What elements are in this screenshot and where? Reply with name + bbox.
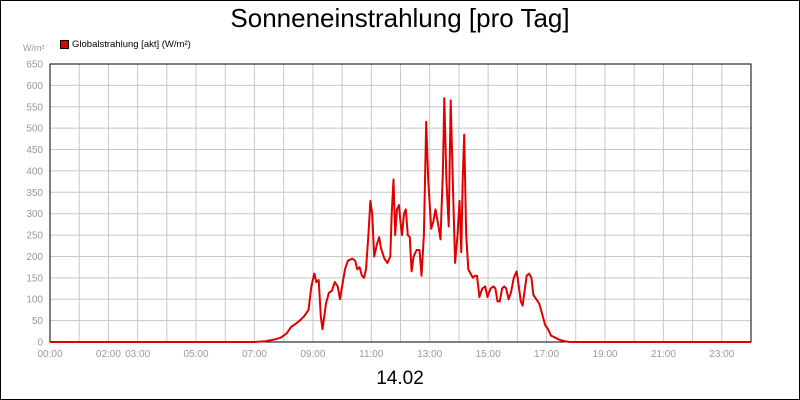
x-axis-date-label: 14.02 xyxy=(376,368,424,389)
x-tick-label: 07:00 xyxy=(242,349,267,360)
y-axis-unit-label: W/m² xyxy=(23,43,45,53)
x-tick-label: 19:00 xyxy=(592,349,617,360)
y-tick-label: 200 xyxy=(26,252,43,263)
y-tick-label: 0 xyxy=(37,338,43,349)
y-tick-label: 500 xyxy=(26,124,43,135)
y-tick-label: 300 xyxy=(26,209,43,220)
x-tick-label: 00:00 xyxy=(37,349,62,360)
x-tick-label: 05:00 xyxy=(184,349,209,360)
y-tick-label: 150 xyxy=(26,273,43,284)
y-tick-label: 50 xyxy=(32,316,44,327)
y-tick-label: 600 xyxy=(26,81,43,92)
x-tick-label: 23:00 xyxy=(709,349,734,360)
y-tick-label: 450 xyxy=(26,145,43,156)
x-tick-label: 11:00 xyxy=(359,349,384,360)
y-tick-label: 350 xyxy=(26,188,43,199)
y-tick-label: 100 xyxy=(26,295,43,306)
plot-border xyxy=(49,63,752,343)
chart-title: Sonneneinstrahlung [pro Tag] xyxy=(230,3,570,33)
x-tick-label: 09:00 xyxy=(300,349,325,360)
legend-swatch xyxy=(60,40,69,49)
y-tick-label: 650 xyxy=(26,60,43,71)
x-tick-label: 15:00 xyxy=(476,349,501,360)
x-tick-label: 21:00 xyxy=(651,349,676,360)
legend-label: Globalstrahlung [akt] (W/m²) xyxy=(72,39,191,50)
x-tick-label: 03:00 xyxy=(125,349,150,360)
x-tick-label: 17:00 xyxy=(534,349,559,360)
x-tick-label: 02:00 xyxy=(96,349,121,360)
x-tick-label: 13:00 xyxy=(417,349,442,360)
series-line xyxy=(50,97,751,343)
legend: Globalstrahlung [akt] (W/m²) xyxy=(60,39,191,50)
y-tick-label: 250 xyxy=(26,231,43,242)
y-tick-label: 400 xyxy=(26,166,43,177)
y-tick-label: 550 xyxy=(26,102,43,113)
